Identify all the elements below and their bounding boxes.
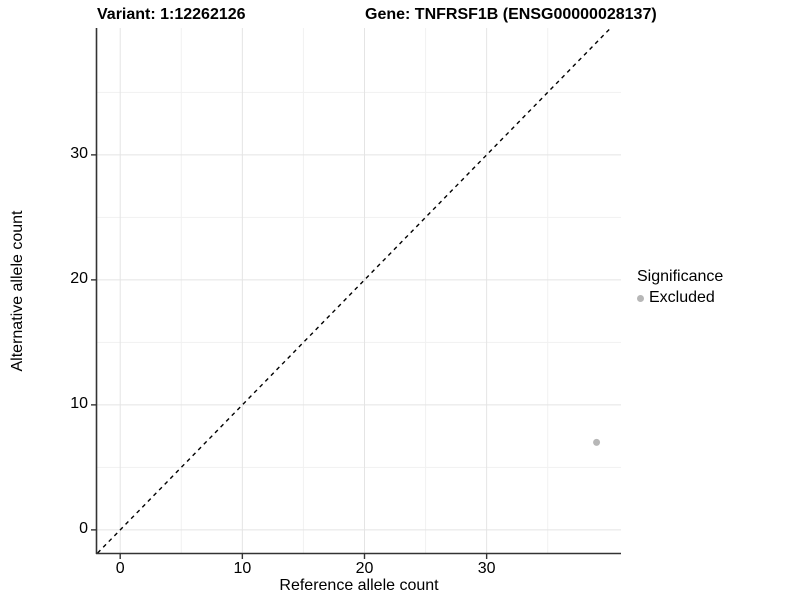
y-tick-label: 30: [70, 144, 88, 162]
data-point: [593, 438, 601, 446]
legend-title: Significance: [637, 268, 724, 285]
y-tick-label: 20: [70, 269, 88, 287]
identity-reference-line: [97, 27, 612, 554]
gene-title: Gene: TNFRSF1B (ENSG00000028137): [365, 6, 657, 23]
legend-item-label: Excluded: [649, 289, 715, 306]
x-tick-label: 0: [115, 560, 125, 577]
legend-items: Excluded: [637, 289, 723, 307]
x-tick-label: 20: [355, 560, 374, 577]
x-axis-title: Reference allele count: [279, 577, 439, 594]
x-tick-label: 10: [233, 560, 252, 577]
y-axis-title: Alternative allele count: [9, 210, 26, 372]
legend-item: Excluded: [637, 289, 723, 307]
legend: Significance Excluded: [637, 268, 723, 307]
x-tick-label: 30: [477, 560, 496, 577]
variant-title: Variant: 1:12262126: [97, 6, 246, 23]
y-tick-label: 0: [79, 519, 88, 537]
legend-key-dot-icon: [637, 294, 644, 302]
y-tick-label: 10: [70, 394, 88, 412]
